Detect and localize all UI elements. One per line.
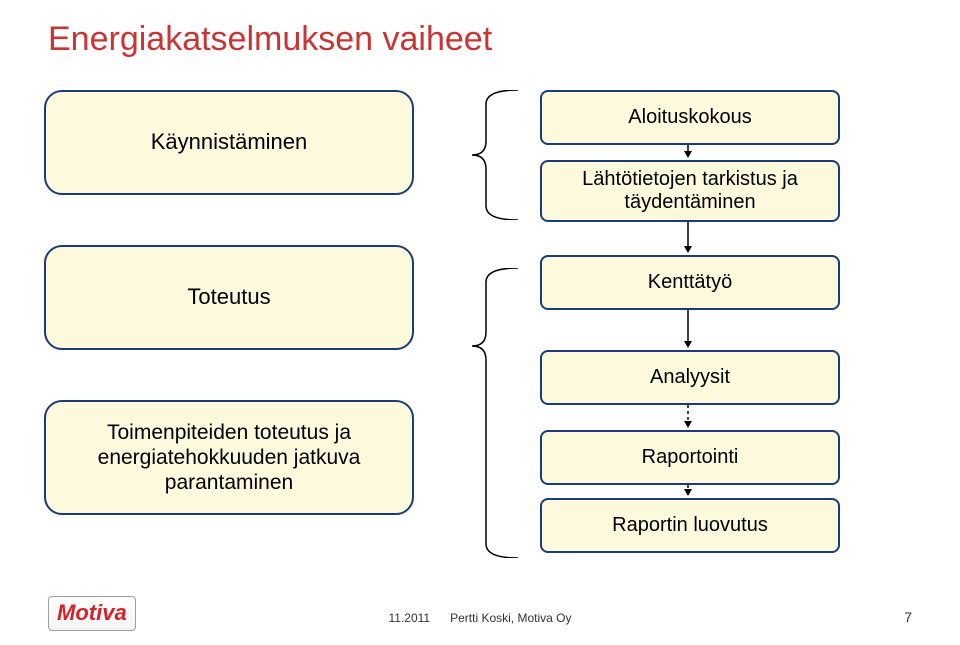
stage-exec-label: Toteutus — [187, 284, 270, 310]
brace-icon — [442, 90, 522, 220]
footer-center: 11.2011 Pertti Koski, Motiva Oy — [389, 611, 572, 625]
footer-page: 7 — [904, 609, 912, 625]
step-analysis: Analyysit — [540, 350, 840, 405]
step-baseline: Lähtötietojen tarkistus ja täydentäminen — [540, 160, 840, 222]
stage-start: Käynnistäminen — [44, 90, 414, 195]
footer-author: Pertti Koski, Motiva Oy — [450, 611, 571, 625]
step-kickoff: Aloituskokous — [540, 90, 840, 145]
arrow-down-icon — [682, 485, 694, 498]
step-baseline-label: Lähtötietojen tarkistus ja täydentäminen — [552, 168, 828, 214]
stage-start-label: Käynnistäminen — [151, 129, 308, 155]
step-delivery-label: Raportin luovutus — [612, 514, 768, 537]
step-delivery: Raportin luovutus — [540, 498, 840, 553]
arrow-down-icon — [682, 310, 694, 350]
stage-exec: Toteutus — [44, 245, 414, 350]
step-reporting-label: Raportointi — [642, 446, 739, 469]
stage-improve-label: Toimenpiteiden toteutus ja energiatehokk… — [60, 420, 398, 496]
step-analysis-label: Analyysit — [650, 366, 730, 389]
logo-text: Motiva — [57, 600, 127, 625]
logo: Motiva — [48, 596, 136, 631]
arrow-down-icon — [682, 222, 694, 255]
step-fieldwork: Kenttätyö — [540, 255, 840, 310]
brace-icon — [442, 268, 522, 558]
step-reporting: Raportointi — [540, 430, 840, 485]
footer-date: 11.2011 — [389, 611, 431, 625]
step-kickoff-label: Aloituskokous — [628, 106, 751, 129]
stage-improve: Toimenpiteiden toteutus ja energiatehokk… — [44, 400, 414, 515]
arrow-down-icon — [682, 145, 694, 160]
page-title: Energiakatselmuksen vaiheet — [48, 20, 492, 59]
step-fieldwork-label: Kenttätyö — [648, 271, 733, 294]
arrow-down-icon — [682, 405, 694, 430]
footer: Motiva 11.2011 Pertti Koski, Motiva Oy 7 — [0, 591, 960, 631]
